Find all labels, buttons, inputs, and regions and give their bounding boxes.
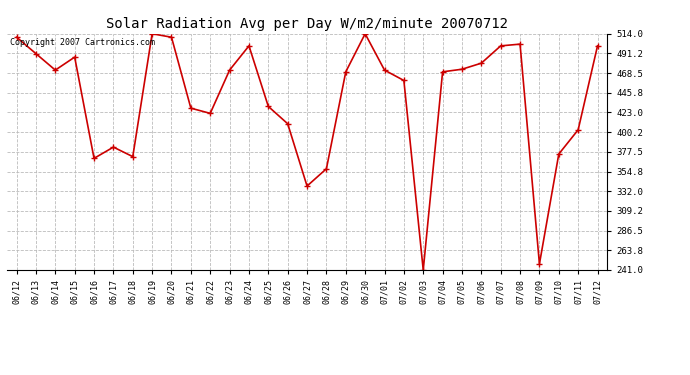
- Text: Copyright 2007 Cartronics.com: Copyright 2007 Cartronics.com: [10, 39, 155, 48]
- Title: Solar Radiation Avg per Day W/m2/minute 20070712: Solar Radiation Avg per Day W/m2/minute …: [106, 17, 508, 31]
